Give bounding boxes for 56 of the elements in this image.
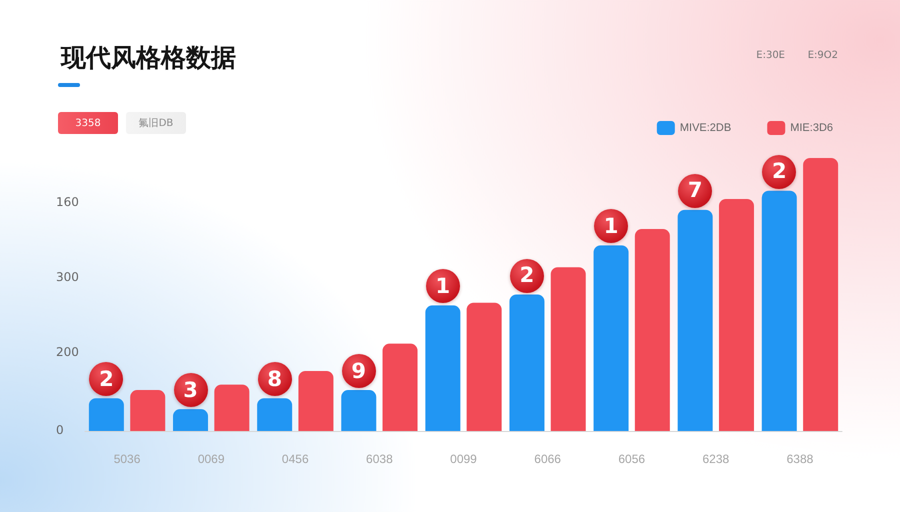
bar [88, 398, 124, 431]
legend-label: MIE:3D6 [790, 122, 834, 134]
x-tick-label: 0099 [450, 452, 478, 466]
x-tick-label: 0456 [282, 452, 309, 466]
annotation: 1 [604, 214, 618, 238]
bar [803, 158, 838, 431]
x-tick-label: 0069 [198, 452, 225, 466]
bar [382, 344, 418, 431]
ball-badge: 2 [510, 258, 544, 292]
x-tick-label: 6056 [618, 452, 646, 466]
ball-badge: 9 [342, 354, 376, 388]
legend-label: MIVE:2DB [680, 122, 732, 134]
text: E:30E [756, 50, 785, 61]
x-tick-label: 5036 [114, 452, 141, 466]
x-tick-label: 6388 [786, 452, 814, 466]
chart-title: 现代风格格数据 [60, 43, 236, 72]
ball-badge: 8 [258, 362, 292, 396]
annotation: 2 [520, 263, 534, 287]
annotation: 1 [436, 274, 450, 298]
x-tick-label: 6066 [534, 452, 562, 466]
text: 300 [56, 270, 79, 284]
ball-badge: 3 [174, 373, 208, 408]
ball-badge: 2 [762, 154, 796, 189]
bar [762, 190, 797, 431]
bar [214, 384, 250, 431]
annotation: 8 [267, 366, 282, 391]
x-tick-label: 6038 [366, 452, 394, 466]
bar [341, 390, 376, 431]
bar [718, 198, 754, 431]
ball-badge: 7 [678, 174, 712, 208]
tab-button: 3358 [58, 112, 118, 134]
annotation: 9 [351, 358, 366, 383]
bar [550, 267, 586, 431]
x-tick-label: 6238 [702, 452, 730, 466]
bar [298, 370, 334, 431]
bar [173, 409, 208, 431]
bar [466, 302, 502, 431]
annotation: 7 [688, 178, 702, 202]
tab-button: 氟旧DB [126, 112, 186, 134]
text: 160 [56, 195, 79, 209]
ball-badge: 1 [426, 269, 460, 304]
text: E:9O2 [808, 50, 838, 61]
ball-badge: 2 [89, 362, 124, 396]
annotation: 2 [99, 366, 114, 391]
bar [425, 305, 460, 431]
text: 200 [56, 345, 79, 359]
bar [678, 210, 713, 431]
bar [634, 228, 670, 431]
annotation: 3 [183, 378, 198, 402]
text: 0 [56, 423, 64, 437]
ball-badge: 1 [594, 209, 628, 244]
bar [257, 398, 292, 431]
bar [594, 245, 629, 431]
annotation: 2 [772, 159, 787, 184]
bar [509, 294, 544, 431]
bar [130, 390, 166, 431]
